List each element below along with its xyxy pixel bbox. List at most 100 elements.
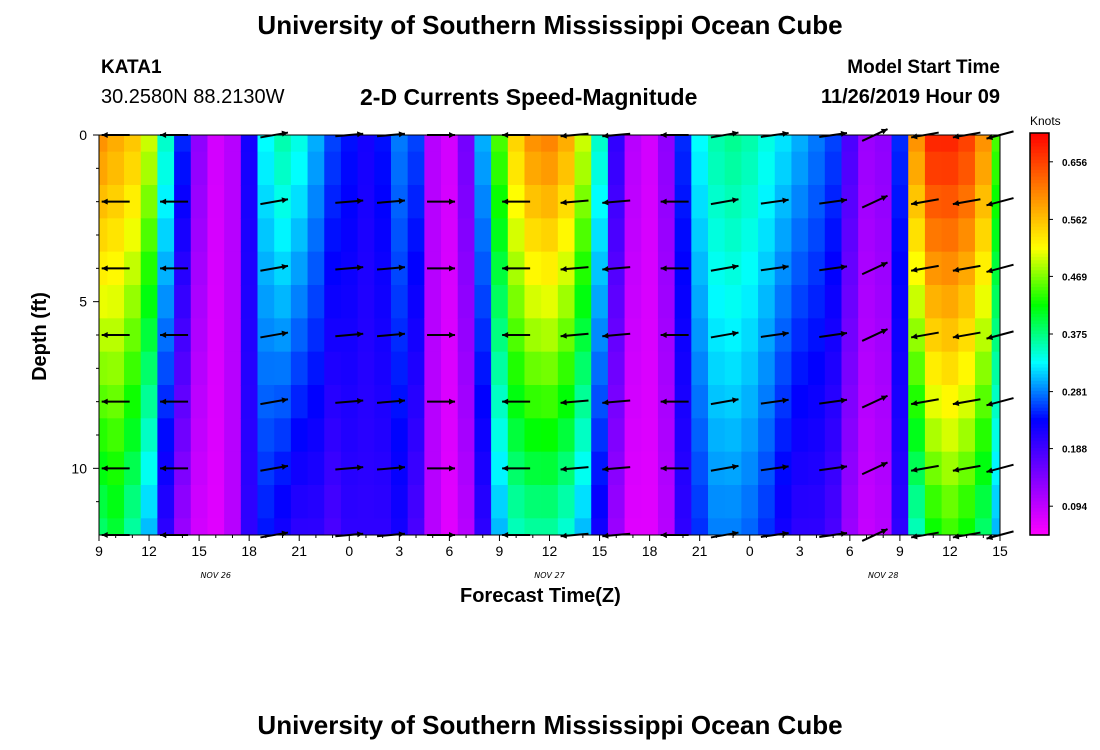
colorbar-segment [1030,263,1049,268]
heatmap-cell [207,135,225,153]
heatmap-cell [407,285,425,319]
heatmap-cell [874,218,893,253]
colorbar-segment [1030,354,1049,359]
vector-head [356,531,364,538]
heatmap-cell [858,418,876,453]
colorbar-segment [1030,253,1049,258]
heatmap-cell [691,251,709,286]
vector-head [398,264,405,271]
heatmap-cell [691,451,709,486]
heatmap-cell [858,285,876,319]
vector-head [560,199,567,206]
vector-head [560,532,567,539]
current-vector [760,330,789,338]
heatmap-cell [240,318,259,353]
current-vector [101,398,130,405]
colorbar-segment [1030,250,1049,255]
current-vector [910,264,939,273]
heatmap-cell [307,151,325,186]
heatmap-cell [741,518,759,536]
current-vector [502,198,531,205]
heatmap-cell [841,151,859,186]
colorbar-segment [1030,407,1049,412]
heatmap-cell [974,218,993,253]
heatmap-cell [591,285,609,319]
current-vector [710,397,739,406]
heatmap-cell [174,285,192,319]
colorbar-segment [1030,417,1049,422]
current-vector [819,197,848,205]
vector-head [281,263,288,270]
heatmap-cell [507,418,525,453]
heatmap-cell [708,451,726,486]
heatmap-cell [874,485,893,519]
heatmap-cell [324,218,342,253]
vector-head [281,397,288,404]
heatmap-cell [140,418,158,453]
heatmap-cell [541,135,559,153]
heatmap-cell [824,351,842,386]
heatmap-cell [524,151,542,186]
heatmap-cell [140,218,158,253]
heatmap-cell [340,151,359,186]
heatmap-cell [774,518,792,536]
heatmap-cell [691,518,709,536]
heatmap-cell [307,135,325,153]
heatmap-cell [524,418,542,453]
heatmap-cell [174,218,192,253]
colorbar-segment [1030,176,1049,181]
vector-head [160,265,167,272]
heatmap-cell [874,351,893,386]
heatmap-cell [941,218,959,253]
vector-head [660,265,667,272]
heatmap-cell [791,351,809,386]
heatmap-cell [941,185,959,219]
heatmap-cell [174,151,192,186]
heatmap-cell [290,185,309,219]
heatmap-cell [641,285,659,319]
heatmap-cell [207,385,225,419]
heatmap-cell [307,285,325,319]
heatmap-cell [924,135,943,153]
vector-head [398,531,405,538]
vector-head [952,200,960,207]
vector-head [160,398,167,405]
current-vector [335,264,364,271]
colorbar-tick-label: 0.375 [1062,330,1087,341]
colorbar-tick-label: 0.562 [1062,215,1087,226]
colorbar-segment [1030,159,1049,164]
colorbar-segment [1030,313,1049,318]
colorbar-segment [1030,504,1049,509]
current-vector [660,465,689,472]
heatmap-cell [708,151,726,186]
heatmap-cell [124,485,142,519]
heatmap-cell [507,285,525,319]
vector-head [880,528,888,535]
heatmap-cell [140,351,158,386]
heatmap-cell [507,351,525,386]
heatmap-cell [557,285,576,319]
x-tick-label: 15 [992,543,1008,559]
heatmap-cell [140,285,158,319]
heatmap-cell [791,485,809,519]
vector-head [356,397,364,404]
heatmap-cell [274,135,292,153]
colorbar-segment [1030,374,1049,379]
heatmap-cell [624,385,642,419]
heatmap-cell [441,351,459,386]
heatmap-cell [107,485,125,519]
heatmap-cell [758,285,776,319]
heatmap-cell [107,418,125,453]
heatmap-cell [708,351,726,386]
heatmap-cell [674,135,692,153]
current-vector [101,332,130,338]
colorbar-segment [1030,528,1049,533]
vector-head [782,330,789,337]
heatmap-cell [774,285,792,319]
heatmap-cell [324,251,342,286]
heatmap-cell [924,518,943,536]
vector-head [986,200,994,207]
heatmap-cell [507,151,525,186]
heatmap-cell [808,185,826,219]
vector-head [602,266,609,273]
